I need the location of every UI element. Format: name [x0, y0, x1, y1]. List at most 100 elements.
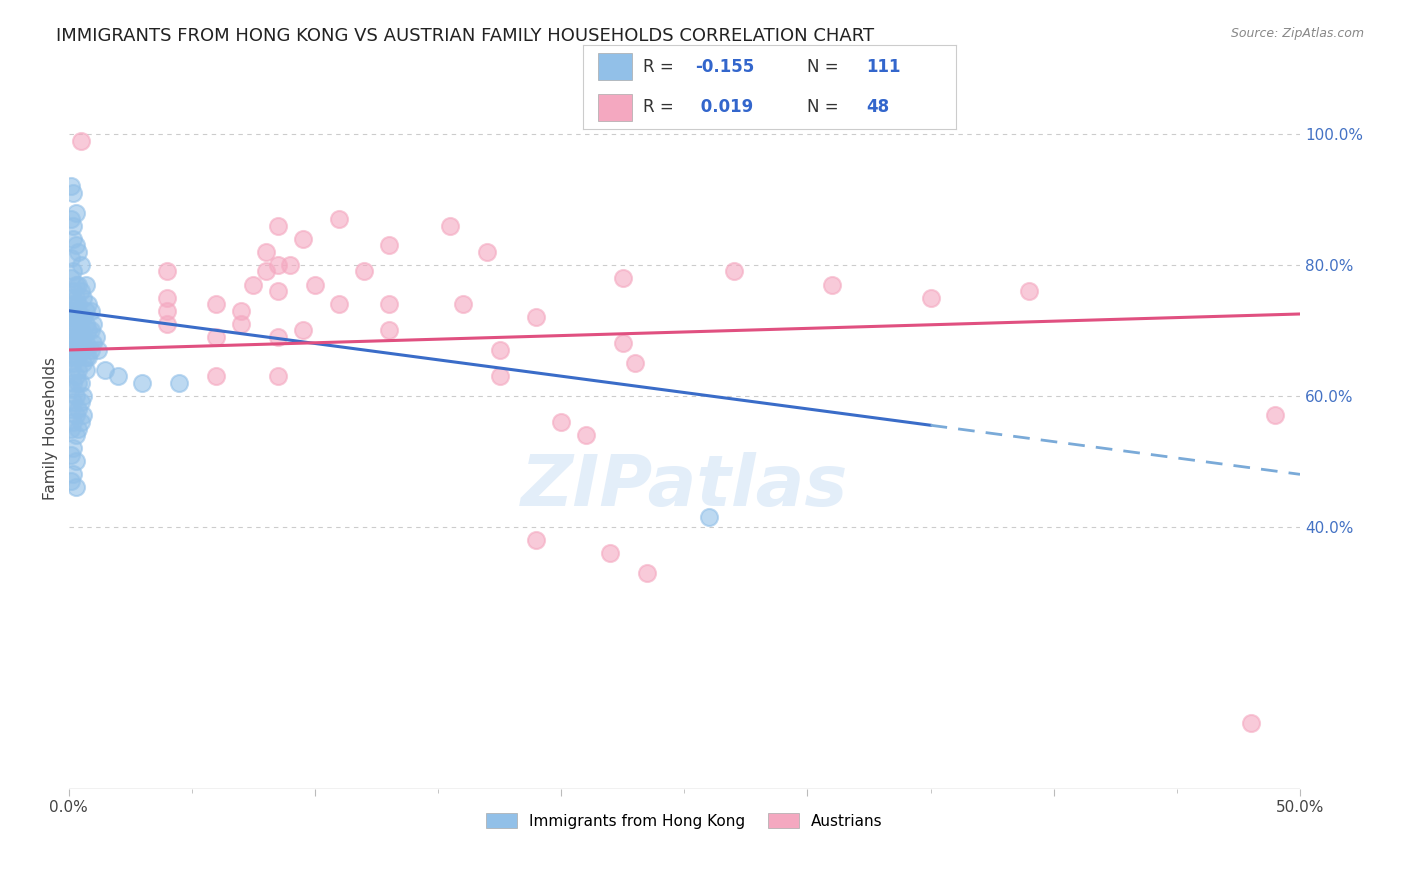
Point [62, 376, 84, 390]
Point [62, 297, 84, 311]
Point [62, 395, 84, 409]
Point [59, 310, 82, 325]
Point [72, 343, 94, 357]
Text: -0.155: -0.155 [695, 58, 755, 76]
Point [156, 291, 179, 305]
Point [67, 362, 90, 376]
Point [65, 350, 87, 364]
Point [65, 238, 87, 252]
Point [131, 376, 153, 390]
Point [451, 297, 474, 311]
Point [59, 382, 82, 396]
Text: 48: 48 [866, 98, 890, 116]
Legend: Immigrants from Hong Kong, Austrians: Immigrants from Hong Kong, Austrians [479, 806, 889, 835]
Point [67, 323, 90, 337]
Point [75, 350, 97, 364]
Point [65, 428, 87, 442]
Point [612, 271, 634, 285]
Point [72, 310, 94, 325]
Text: R =: R = [643, 98, 679, 116]
Point [267, 284, 290, 298]
Point [62, 232, 84, 246]
Point [62, 284, 84, 298]
Point [821, 277, 844, 292]
Point [67, 401, 90, 416]
Point [77, 350, 100, 364]
Point [488, 343, 510, 357]
Point [278, 258, 301, 272]
Point [65, 303, 87, 318]
Point [599, 546, 621, 560]
Point [62, 264, 84, 278]
Point [67, 277, 90, 292]
Point [291, 323, 314, 337]
Point [304, 277, 326, 292]
Point [723, 264, 745, 278]
Point [70, 395, 93, 409]
Point [1264, 409, 1286, 423]
Point [70, 284, 93, 298]
Point [65, 480, 87, 494]
Point [477, 244, 499, 259]
Point [59, 303, 82, 318]
Point [80, 323, 103, 337]
Text: Source: ZipAtlas.com: Source: ZipAtlas.com [1230, 27, 1364, 40]
Point [59, 474, 82, 488]
Point [67, 244, 90, 259]
Point [439, 219, 461, 233]
Point [205, 330, 228, 344]
Point [229, 303, 252, 318]
Point [75, 317, 97, 331]
FancyBboxPatch shape [599, 94, 631, 120]
Point [62, 323, 84, 337]
Point [62, 336, 84, 351]
Point [84, 330, 107, 344]
Point [65, 277, 87, 292]
Point [59, 323, 82, 337]
Point [267, 258, 290, 272]
Point [550, 415, 572, 429]
Point [65, 454, 87, 468]
Point [107, 369, 129, 384]
Point [70, 336, 93, 351]
Point [70, 323, 93, 337]
FancyBboxPatch shape [599, 54, 631, 80]
Point [636, 566, 658, 580]
Point [254, 244, 277, 259]
Point [59, 252, 82, 266]
Point [377, 297, 399, 311]
Point [72, 389, 94, 403]
Point [267, 219, 290, 233]
Point [75, 303, 97, 318]
Point [920, 291, 942, 305]
Text: IMMIGRANTS FROM HONG KONG VS AUSTRIAN FAMILY HOUSEHOLDS CORRELATION CHART: IMMIGRANTS FROM HONG KONG VS AUSTRIAN FA… [56, 27, 875, 45]
Point [377, 323, 399, 337]
Point [254, 264, 277, 278]
Point [72, 409, 94, 423]
Point [267, 330, 290, 344]
Point [267, 369, 290, 384]
Point [67, 350, 90, 364]
Point [75, 277, 97, 292]
Point [1240, 716, 1263, 731]
Point [62, 467, 84, 482]
Point [67, 421, 90, 435]
Point [291, 232, 314, 246]
Point [62, 441, 84, 455]
Point [70, 376, 93, 390]
Point [67, 310, 90, 325]
Point [65, 409, 87, 423]
Point [59, 336, 82, 351]
Point [488, 369, 510, 384]
Text: N =: N = [807, 98, 844, 116]
Point [70, 415, 93, 429]
Point [62, 219, 84, 233]
Text: R =: R = [643, 58, 679, 76]
Point [75, 336, 97, 351]
Point [59, 448, 82, 462]
Point [156, 264, 179, 278]
Point [65, 330, 87, 344]
Point [65, 317, 87, 331]
Point [65, 343, 87, 357]
Point [70, 134, 93, 148]
